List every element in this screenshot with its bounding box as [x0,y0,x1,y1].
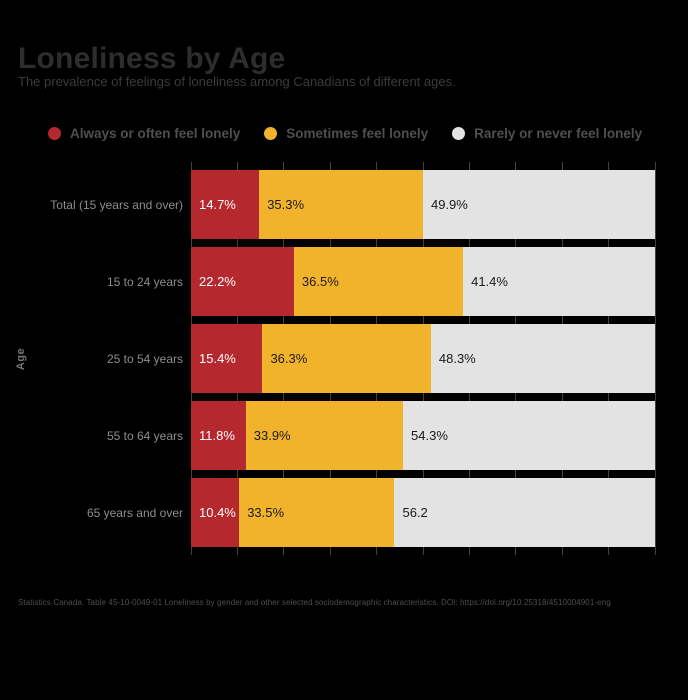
segment-value-label: 15.4% [199,351,236,366]
bar-segment[interactable]: 15.4% [191,324,263,393]
legend-label: Always or often feel lonely [70,125,241,141]
bar-segment[interactable]: 36.3% [262,324,431,393]
stacked-bar: 15.4% 36.3% 48.3% [191,324,655,393]
bar-segment[interactable]: 10.4% [191,478,240,547]
segment-value-label: 36.5% [301,274,339,289]
stacked-bar: 14.7% 35.3% 49.9% [191,170,655,239]
bar-row: 25 to 54 years 15.4% 36.3% 48.3% [0,324,688,393]
bar-row: 15 to 24 years 22.2% 36.5% 41.4% [0,247,688,316]
legend: Always or often feel lonely Sometimes fee… [48,123,678,143]
segment-value-label: 36.3% [270,351,308,366]
category-label: 15 to 24 years [106,274,183,289]
page-title: Loneliness by Age [18,42,286,76]
y-axis-label: Age [15,347,27,370]
bar-segment[interactable]: 49.9% [422,170,655,239]
category-label: 25 to 54 years [106,351,183,366]
legend-swatch-circle-icon [264,126,278,140]
legend-swatch-circle-icon [452,126,466,140]
legend-label: Sometimes feel lonely [286,125,429,141]
legend-swatch-circle-icon [48,126,61,140]
bar-row: 55 to 64 years 11.8% 33.9% 54.3% [0,401,688,470]
source-note: Statistics Canada. Table 45-10-0049-01 L… [18,598,611,607]
bar-row: Total (15 years and over) 14.7% 35.3% 49.9% [0,170,688,239]
gridline-tick [654,162,656,555]
chart-rows: Total (15 years and over) 14.7% 35.3% 49.9%… [0,170,688,547]
bar-segment[interactable]: 14.7% [191,170,260,239]
stacked-bar: 22.2% 36.5% 41.4% [191,247,655,316]
segment-value-label: 35.3% [267,197,305,212]
bar-segment[interactable]: 33.5% [239,478,395,547]
stacked-bar: 11.8% 33.9% 54.3% [191,401,655,470]
segment-value-label: 33.9% [253,428,291,443]
legend-item[interactable]: Rarely or never feel lonely [452,126,642,141]
page-subtitle: The prevalence of feelings of loneliness… [18,74,456,89]
segment-value-label: 11.8% [199,428,235,443]
bar-segment[interactable]: 11.8% [191,401,246,470]
stacked-bar: 10.4% 33.5% 56.2 [191,478,655,547]
bar-segment[interactable]: 22.2% [191,247,294,316]
category-label: 55 to 64 years [106,428,183,443]
bar-row: 65 years and over 10.4% 33.5% 56.2 [0,478,688,547]
legend-label: Rarely or never feel lonely [474,125,643,141]
segment-value-label: 10.4% [199,505,236,520]
legend-item[interactable]: Always or often feel lonely [48,126,240,141]
segment-value-label: 56.2 [402,505,428,520]
segment-value-label: 33.5% [247,505,285,520]
bar-segment[interactable]: 54.3% [403,401,655,470]
bar-segment[interactable]: 33.9% [245,401,404,470]
segment-value-label: 49.9% [430,197,468,212]
bar-segment[interactable]: 36.5% [293,247,464,316]
segment-value-label: 54.3% [411,428,448,443]
bar-segment[interactable]: 35.3% [259,170,423,239]
category-label: 65 years and over [86,505,183,520]
bar-segment[interactable]: 48.3% [430,324,655,393]
segment-value-label: 41.4% [471,274,508,289]
bar-segment[interactable]: 56.2 [394,478,655,547]
legend-item[interactable]: Sometimes feel lonely [264,126,428,141]
category-label: Total (15 years and over) [50,197,183,212]
stacked-bar-chart: Total (15 years and over) 14.7% 35.3% 49.9%… [0,162,688,555]
segment-value-label: 48.3% [438,351,476,366]
segment-value-label: 22.2% [199,274,236,289]
segment-value-label: 14.7% [199,197,236,212]
bar-segment[interactable]: 41.4% [463,247,655,316]
